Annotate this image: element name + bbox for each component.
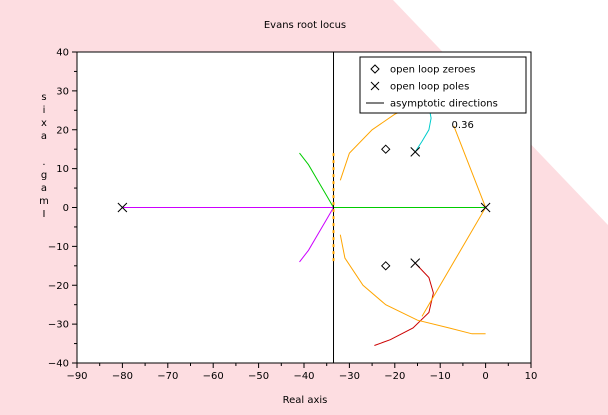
y-tick-label: 0 <box>63 203 69 214</box>
x-tick-label: −10 <box>430 371 451 382</box>
pole-marker-3 <box>410 147 421 157</box>
x-tick-label: −90 <box>66 371 87 382</box>
legend-label: asymptotic directions <box>390 99 498 110</box>
legend-zero-marker <box>370 64 380 74</box>
y-tick-label: 40 <box>56 48 69 59</box>
x-tick-label: −40 <box>293 371 314 382</box>
legend: open loop zeroes open loop poles asymptoti… <box>359 56 527 114</box>
pole-marker-1 <box>117 202 128 213</box>
pole-zero-markers <box>117 144 491 271</box>
legend-label: open loop zeroes <box>390 65 475 76</box>
y-axis-label-char: a <box>41 131 47 142</box>
y-tick-label: −30 <box>48 320 69 331</box>
x-tick-label: 0 <box>482 371 488 382</box>
x-tick-label: −20 <box>384 371 405 382</box>
legend-pole-marker <box>370 81 380 91</box>
y-axis-label-char: I <box>43 209 46 220</box>
x-tick-label: −60 <box>203 371 224 382</box>
x-tick-label: −30 <box>339 371 360 382</box>
zero-marker-1 <box>381 144 391 154</box>
zero-marker-2 <box>381 261 391 271</box>
locus-branch-3 <box>414 106 432 153</box>
pole-marker-2 <box>480 202 491 213</box>
y-tick-label: −10 <box>48 242 69 253</box>
x-tick-label: −50 <box>248 371 269 382</box>
y-tick-label: 10 <box>56 164 69 175</box>
y-tick-label: 30 <box>56 86 69 97</box>
x-axis: −90 −80 −70 −60 −50 −40 −30 −20 −10 0 10 <box>66 363 537 382</box>
x-tick-label: 10 <box>525 371 538 382</box>
legend-label: open loop poles <box>390 82 469 93</box>
y-axis-label-char: a <box>41 183 47 194</box>
locus-branch-5 <box>339 234 486 335</box>
y-axis-label-char: i <box>43 105 46 116</box>
gain-annotation: 0.36 <box>452 120 474 131</box>
y-axis-label-char: g <box>41 170 47 181</box>
y-axis-label-char: x <box>41 118 47 129</box>
y-axis-label-char <box>42 144 45 155</box>
y-tick-label: −40 <box>48 359 69 370</box>
locus-branch-4 <box>374 262 434 346</box>
y-tick-label: 20 <box>56 125 69 136</box>
x-axis-label: Real axis <box>283 395 328 406</box>
y-axis-label-char: . <box>42 157 45 168</box>
y-axis-label-char: s <box>41 92 46 103</box>
y-axis: 40 30 20 10 0 −10 −20 −30 −40 <box>48 48 77 370</box>
chart-title: Evans root locus <box>264 20 346 31</box>
pole-marker-4 <box>410 258 421 268</box>
y-axis-label-char: m <box>39 196 49 207</box>
y-tick-label: −20 <box>48 281 69 292</box>
x-tick-label: −70 <box>157 371 178 382</box>
x-tick-label: −80 <box>112 371 133 382</box>
